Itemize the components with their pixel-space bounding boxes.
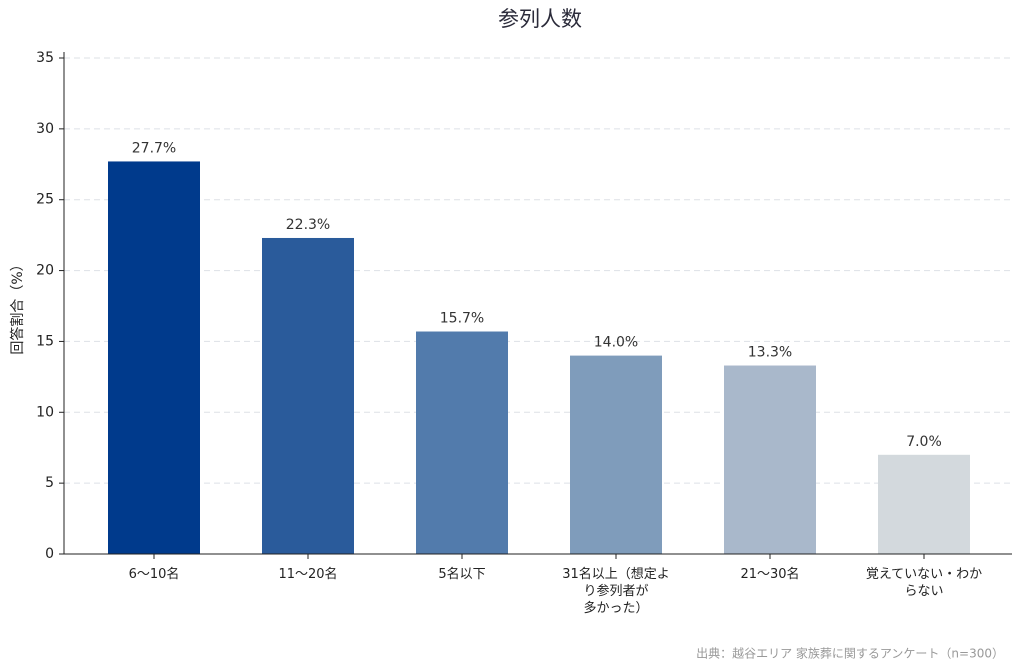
x-tick-label: 5名以下: [438, 566, 485, 582]
value-label: 22.3%: [286, 217, 330, 233]
y-axis-label: 回答割合（%）: [9, 257, 26, 354]
y-tick-label: 20: [36, 263, 54, 279]
y-tick-label: 0: [45, 546, 54, 562]
x-tick-label: 31名以上（想定より参列者が多かった）: [562, 566, 670, 616]
bar: [570, 355, 662, 554]
value-label: 13.3%: [748, 345, 792, 361]
bar: [108, 161, 200, 555]
bar: [262, 237, 354, 554]
x-tick-label: 6〜10名: [129, 566, 180, 582]
chart-title: 参列人数: [498, 7, 582, 31]
source-note: 出典：越谷エリア 家族葬に関するアンケート（n=300）: [696, 646, 1004, 661]
value-label: 7.0%: [906, 434, 942, 450]
x-tick-label: 21〜30名: [740, 566, 799, 582]
y-tick-label: 15: [36, 333, 54, 349]
y-tick-label: 5: [45, 475, 54, 491]
value-label: 15.7%: [440, 311, 484, 327]
y-tick-label: 30: [36, 121, 54, 137]
y-tick-label: 10: [36, 404, 54, 420]
x-tick-label: 11〜20名: [278, 566, 337, 582]
bar: [416, 331, 508, 554]
value-label: 14.0%: [594, 335, 638, 351]
y-tick-label: 25: [36, 192, 54, 208]
bar: [724, 365, 816, 554]
y-tick-label: 35: [36, 50, 54, 66]
bar: [878, 454, 970, 554]
value-label: 27.7%: [132, 140, 176, 156]
x-tick-label: 覚えていない・わからない: [866, 567, 982, 599]
